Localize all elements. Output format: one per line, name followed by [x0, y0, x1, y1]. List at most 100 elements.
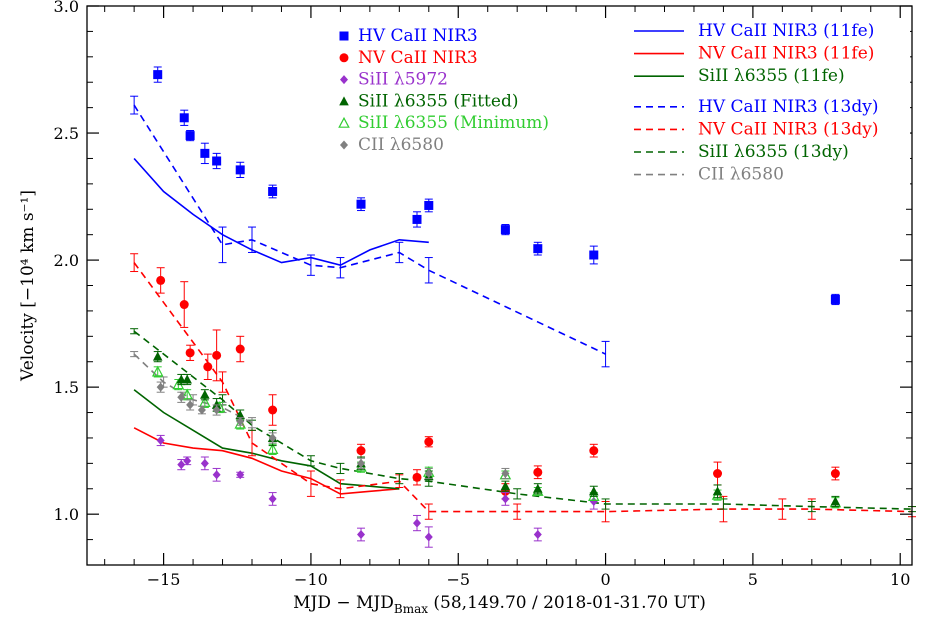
point-series-layer	[151, 66, 842, 548]
legend-label: NV CaII NIR3	[358, 48, 478, 68]
line-errorbar	[601, 340, 610, 368]
legend-label: CII λ6580	[698, 165, 784, 185]
legend-marker	[339, 53, 349, 63]
legend-entry-nv-caii-nir3-13dy-dashed: NV CaII NIR3 (13dy)	[634, 119, 879, 139]
x-tick-label: −15	[147, 570, 181, 589]
data-point	[588, 486, 599, 496]
x-axis-label-tail: (58,149.70 / 2018-01-31.70 UT)	[428, 593, 706, 613]
legend-marker	[339, 96, 349, 106]
legend-label: SiII λ6355 (Fitted)	[358, 91, 518, 111]
data-point	[197, 405, 206, 415]
legend-entry-nv-caii-nir3: NV CaII NIR3	[339, 48, 478, 68]
x-axis-label-sub: Bmax	[394, 602, 428, 616]
legend-label: CII λ6580	[358, 135, 444, 155]
legend-entry-siii-6355-fitted: SiII λ6355 (Fitted)	[339, 91, 518, 111]
line-errorbar	[424, 257, 433, 284]
data-point	[589, 250, 599, 260]
data-point	[235, 410, 246, 420]
data-point	[156, 382, 165, 392]
legend-right-background	[626, 26, 910, 200]
data-point	[186, 400, 195, 410]
legend-label: NV CaII NIR3 (13dy)	[698, 119, 879, 139]
data-point	[153, 70, 163, 80]
data-point	[268, 433, 277, 443]
line-errorbar	[130, 328, 139, 335]
line-errorbar	[395, 241, 404, 264]
line-errorbar	[306, 455, 315, 467]
legend-entry-hv-caii-nir3-13dy-dashed: HV CaII NIR3 (13dy)	[634, 97, 878, 117]
series-hv-caii-nir3	[153, 66, 840, 306]
line-path	[133, 427, 400, 495]
data-point	[235, 165, 245, 175]
y-tick-label: 2.0	[54, 251, 79, 270]
line-errorbar	[248, 226, 256, 253]
data-point	[413, 518, 421, 528]
legend-entry-hv-caii-nir3: HV CaII NIR3	[339, 26, 478, 46]
legend-marker	[339, 31, 349, 41]
line-errorbar	[778, 498, 787, 520]
line-errorbar	[424, 503, 433, 520]
x-tick-label: 0	[600, 570, 610, 589]
line-errorbar	[336, 462, 345, 475]
data-point	[712, 486, 723, 496]
legend-entry-nv-caii-nir3-11fe: NV CaII NIR3 (11fe)	[634, 44, 874, 64]
legend-label: SiII λ5972	[358, 70, 448, 90]
line-errorbar	[130, 253, 139, 273]
data-point	[236, 470, 245, 480]
data-point	[533, 530, 542, 540]
line-siii-6355-11fe	[133, 389, 400, 490]
data-point	[212, 405, 221, 415]
line-hv-caii-nir3-11fe	[133, 157, 429, 267]
data-point	[500, 225, 510, 235]
data-point	[185, 131, 195, 141]
data-point	[356, 199, 366, 209]
data-point	[533, 244, 543, 254]
line-path	[133, 262, 913, 513]
y-tick-label: 1.0	[54, 505, 79, 524]
line-errorbar	[601, 498, 610, 510]
line-errorbar	[130, 95, 139, 115]
line-errorbar	[395, 473, 404, 485]
line-errorbar	[336, 479, 345, 499]
x-axis-label-main: MJD − MJD	[293, 593, 394, 613]
legend-label: SiII λ6355 (11fe)	[698, 66, 845, 86]
legend-entry-siii-6355-11fe: SiII λ6355 (11fe)	[634, 66, 845, 86]
data-point	[156, 275, 166, 285]
data-point	[589, 496, 598, 506]
data-point	[424, 200, 434, 210]
data-point	[200, 458, 209, 468]
line-errorbar	[513, 503, 522, 520]
legend-marker	[340, 140, 348, 150]
y-tick-label: 2.5	[54, 124, 79, 143]
data-point	[268, 494, 277, 504]
data-point	[200, 389, 210, 399]
data-point	[830, 496, 841, 506]
data-point	[424, 469, 433, 479]
legend-entry-siii-6355-minimum: SiII λ6355 (Minimum)	[338, 113, 549, 133]
line-errorbar	[218, 226, 227, 264]
data-point	[181, 388, 193, 400]
data-point	[713, 469, 723, 479]
x-tick-label: 5	[748, 570, 758, 589]
line-hv-caii-nir3-13dy	[130, 95, 610, 368]
y-tick-label: 1.5	[54, 378, 79, 397]
data-point	[533, 467, 543, 477]
data-point	[212, 156, 222, 166]
line-nv-caii-nir3-11fe	[133, 427, 400, 495]
data-point	[533, 483, 543, 493]
legend-label: HV CaII NIR3 (13dy)	[698, 97, 878, 117]
series-siii-5972	[156, 434, 598, 548]
data-point	[357, 458, 366, 468]
line-errorbar	[306, 470, 315, 497]
data-point	[412, 214, 422, 224]
data-point	[151, 365, 164, 377]
data-point	[235, 344, 245, 354]
data-point	[200, 148, 210, 158]
legend-entry-siii-6355-13dy-dashed: SiII λ6355 (13dy)	[634, 142, 849, 162]
x-tick-label: −5	[446, 570, 470, 589]
axes-layer: −15 −10 −5 0 5 10 1.0 1.5 2.0 2.5 3.0	[54, 0, 912, 589]
line-path	[133, 389, 400, 490]
data-point	[177, 392, 186, 402]
